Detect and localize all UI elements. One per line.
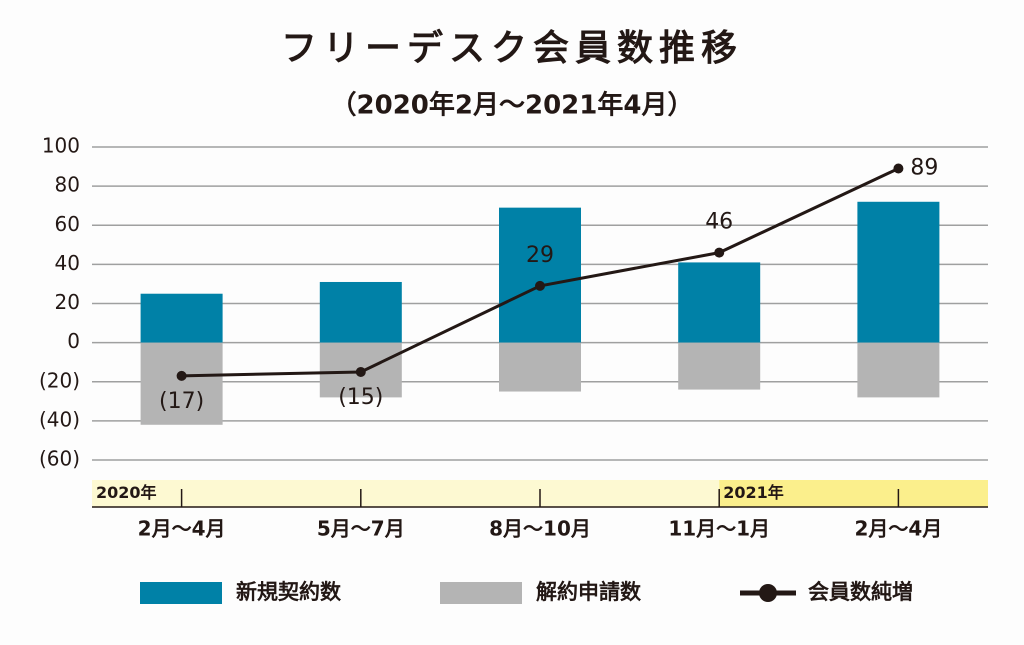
x-tick-label: 5月～7月 xyxy=(317,517,405,541)
data-label: 46 xyxy=(705,210,733,235)
x-tick-label: 2月～4月 xyxy=(138,517,226,541)
legend-label: 新規契約数 xyxy=(236,580,342,604)
bar xyxy=(499,342,581,392)
legend-swatch xyxy=(140,582,222,604)
bar xyxy=(499,207,581,343)
bar xyxy=(140,293,223,343)
data-label: 29 xyxy=(526,243,554,268)
x-tick-label: 11月～1月 xyxy=(668,517,770,541)
year-band xyxy=(719,480,988,507)
data-label: (15) xyxy=(338,385,383,410)
data-label: (17) xyxy=(159,389,204,414)
x-tick-label: 2月～4月 xyxy=(854,517,942,541)
legend-label: 会員数純増 xyxy=(808,580,913,604)
line-point xyxy=(714,247,725,258)
bar xyxy=(857,342,940,398)
y-tick-label: 60 xyxy=(55,212,80,236)
legend-swatch xyxy=(440,582,522,604)
y-tick-label: 40 xyxy=(55,251,80,275)
x-tick-label: 8月～10月 xyxy=(489,517,591,541)
year-label: 2020年 xyxy=(96,483,157,502)
y-tick-label: 0 xyxy=(67,329,80,353)
y-tick-label: (40) xyxy=(39,407,80,431)
data-label: 89 xyxy=(910,156,938,181)
line-point xyxy=(355,366,366,377)
legend-label: 解約申請数 xyxy=(536,580,642,604)
year-band xyxy=(92,480,720,507)
line-point xyxy=(893,163,904,174)
y-tick-label: 100 xyxy=(42,134,80,158)
bar xyxy=(319,281,402,343)
chart-subtitle: （2020年2月～2021年4月） xyxy=(331,90,694,121)
year-label: 2021年 xyxy=(723,483,784,502)
line-point xyxy=(535,280,545,291)
y-tick-label: 80 xyxy=(55,173,80,197)
bar xyxy=(678,342,761,390)
line-point xyxy=(176,370,187,381)
chart-title: フリーデスク会員数推移 xyxy=(281,27,743,69)
legend-swatch-dot xyxy=(759,584,777,602)
bar xyxy=(678,262,761,343)
y-tick-label: (60) xyxy=(39,447,80,471)
y-tick-label: (20) xyxy=(39,368,80,392)
bar xyxy=(140,342,223,425)
y-tick-label: 20 xyxy=(55,290,80,314)
bar xyxy=(857,201,940,343)
